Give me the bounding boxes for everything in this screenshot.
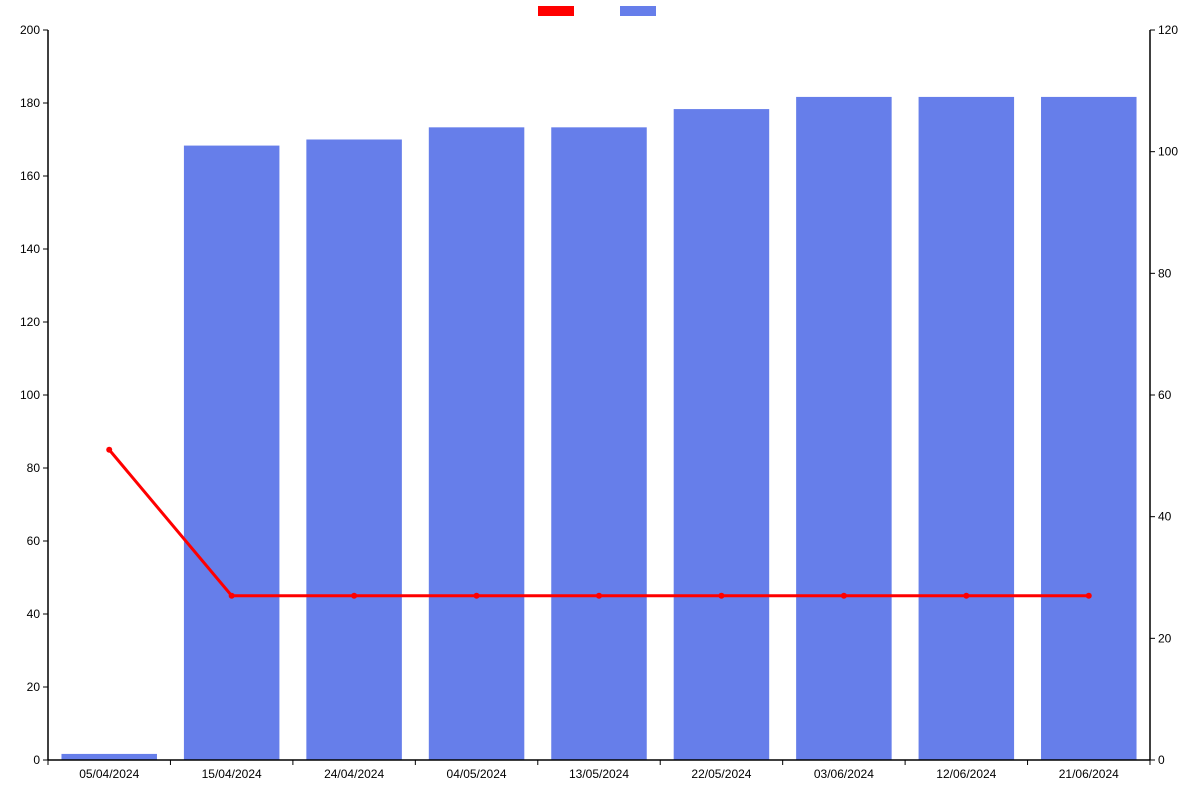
y-right-tick-label: 0: [1158, 753, 1165, 767]
bar: [674, 109, 770, 760]
y-right-tick-label: 80: [1158, 266, 1172, 280]
y-right-tick-label: 120: [1158, 23, 1178, 37]
bar: [1041, 97, 1137, 760]
line-marker: [351, 593, 357, 599]
x-tick-label: 03/06/2024: [814, 767, 874, 781]
x-tick-label: 05/04/2024: [79, 767, 139, 781]
line-marker: [596, 593, 602, 599]
y-left-tick-label: 0: [33, 753, 40, 767]
y-right-tick-label: 60: [1158, 388, 1172, 402]
bar: [306, 140, 402, 761]
y-left-tick-label: 120: [20, 315, 40, 329]
bar: [184, 146, 280, 760]
y-left-tick-label: 100: [20, 388, 40, 402]
y-left-tick-label: 80: [27, 461, 41, 475]
x-tick-label: 15/04/2024: [202, 767, 262, 781]
y-left-tick-label: 140: [20, 242, 40, 256]
line-marker: [474, 593, 480, 599]
y-left-tick-label: 20: [27, 680, 41, 694]
x-tick-label: 04/05/2024: [447, 767, 507, 781]
combo-chart: 0 20 40 60 80 100 120 140 160 180 200 0 20 40 60 80 100 1…: [0, 0, 1200, 800]
bar: [796, 97, 892, 760]
x-tick-label: 21/06/2024: [1059, 767, 1119, 781]
bar: [429, 127, 525, 760]
x-tick-label: 24/04/2024: [324, 767, 384, 781]
line-marker: [229, 593, 235, 599]
x-tick-label: 22/05/2024: [691, 767, 751, 781]
line-marker: [841, 593, 847, 599]
y-left-tick-label: 40: [27, 607, 41, 621]
x-tick-label: 12/06/2024: [936, 767, 996, 781]
bar: [61, 754, 157, 760]
bar: [919, 97, 1015, 760]
line-marker: [1086, 593, 1092, 599]
y-left-tick-label: 200: [20, 23, 40, 37]
y-right-tick-label: 40: [1158, 510, 1172, 524]
bar: [551, 127, 647, 760]
y-left-tick-label: 180: [20, 96, 40, 110]
line-marker: [718, 593, 724, 599]
y-left-tick-label: 160: [20, 169, 40, 183]
y-right-tick-label: 100: [1158, 145, 1178, 159]
line-marker: [963, 593, 969, 599]
line-marker: [106, 447, 112, 453]
y-left-tick-label: 60: [27, 534, 41, 548]
y-right-tick-label: 20: [1158, 631, 1172, 645]
x-tick-label: 13/05/2024: [569, 767, 629, 781]
